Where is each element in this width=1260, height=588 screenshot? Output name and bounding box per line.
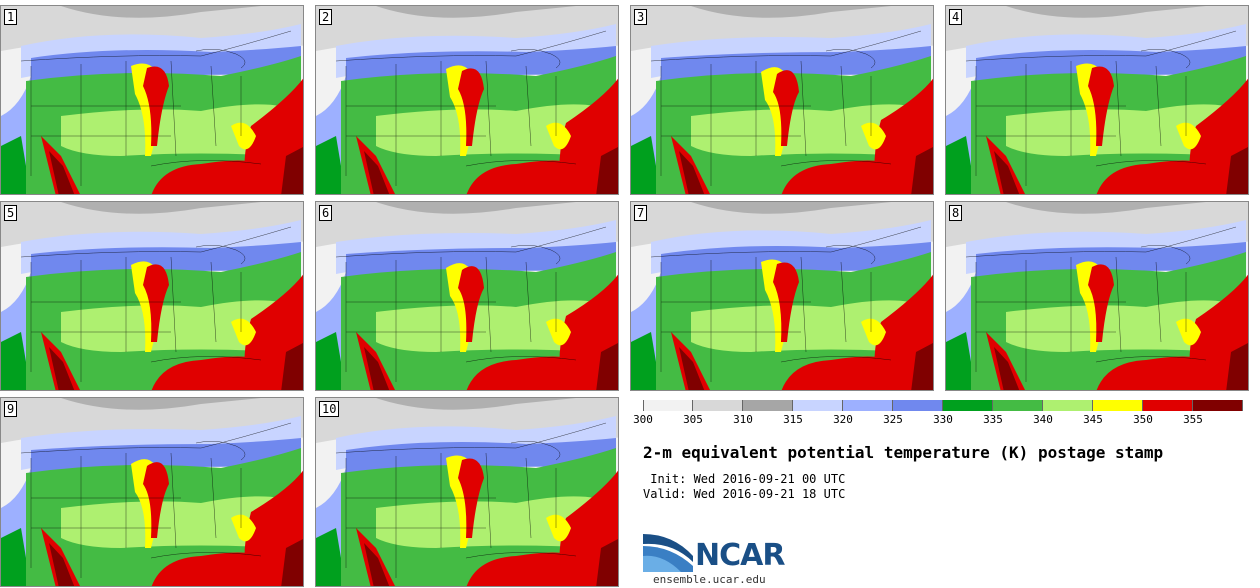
logo-url: ensemble.ucar.edu xyxy=(653,573,766,586)
member-number-label: 5 xyxy=(4,205,18,221)
colorbar-tick-label: 325 xyxy=(883,413,903,426)
ensemble-member-map: 7 xyxy=(630,201,934,391)
ncar-logo-text: NCAR xyxy=(695,538,785,573)
colorbar-swatch xyxy=(993,400,1043,411)
member-number-label: 9 xyxy=(4,401,18,417)
member-number-label: 7 xyxy=(634,205,648,221)
colorbar-swatch xyxy=(1093,400,1143,411)
colorbar-legend: 300 305 310 315 320 325 330 335 340 345 350 355 xyxy=(633,400,1243,427)
colorbar-swatch xyxy=(693,400,743,411)
colorbar-swatch xyxy=(1043,400,1093,411)
member-number-label: 10 xyxy=(319,401,340,417)
colorbar-swatch xyxy=(843,400,893,411)
colorbar-tick-label: 340 xyxy=(1033,413,1053,426)
plot-title: 2-m equivalent potential temperature (K)… xyxy=(643,443,1164,462)
ensemble-member-map: 5 xyxy=(0,201,304,391)
colorbar-tick-label: 315 xyxy=(783,413,803,426)
colorbar-tick-label: 335 xyxy=(983,413,1003,426)
member-number-label: 3 xyxy=(634,9,648,25)
colorbar-swatch xyxy=(643,400,693,411)
colorbar-tick-label: 355 xyxy=(1183,413,1203,426)
colorbar-swatch xyxy=(943,400,993,411)
ncar-logo: NCAR ensemble.ucar.edu xyxy=(643,530,803,588)
colorbar-tick-label: 300 xyxy=(633,413,653,426)
colorbar-tick-label: 345 xyxy=(1083,413,1103,426)
colorbar-swatch xyxy=(1143,400,1193,411)
colorbar xyxy=(643,400,1243,411)
init-time: Init: Wed 2016-09-21 00 UTC xyxy=(643,472,846,486)
ensemble-member-map: 2 xyxy=(315,5,619,195)
ensemble-member-map: 4 xyxy=(945,5,1249,195)
colorbar-tick-labels: 300 305 310 315 320 325 330 335 340 345 350 355 xyxy=(633,413,1243,427)
ncar-logo-icon xyxy=(643,534,693,572)
ensemble-member-map: 8 xyxy=(945,201,1249,391)
member-number-label: 6 xyxy=(319,205,333,221)
colorbar-tick-label: 305 xyxy=(683,413,703,426)
ensemble-member-map: 1 xyxy=(0,5,304,195)
colorbar-tick-label: 350 xyxy=(1133,413,1153,426)
colorbar-tick-label: 330 xyxy=(933,413,953,426)
member-number-label: 8 xyxy=(949,205,963,221)
ensemble-member-map: 10 xyxy=(315,397,619,587)
colorbar-tick-label: 310 xyxy=(733,413,753,426)
ensemble-member-map: 6 xyxy=(315,201,619,391)
member-number-label: 4 xyxy=(949,9,963,25)
colorbar-tick-label: 320 xyxy=(833,413,853,426)
colorbar-swatch xyxy=(893,400,943,411)
member-number-label: 2 xyxy=(319,9,333,25)
valid-time: Valid: Wed 2016-09-21 18 UTC xyxy=(643,487,846,501)
colorbar-swatch xyxy=(743,400,793,411)
ensemble-member-map: 9 xyxy=(0,397,304,587)
member-number-label: 1 xyxy=(4,9,18,25)
colorbar-swatch xyxy=(1193,400,1243,411)
ensemble-member-map: 3 xyxy=(630,5,934,195)
colorbar-swatch xyxy=(793,400,843,411)
